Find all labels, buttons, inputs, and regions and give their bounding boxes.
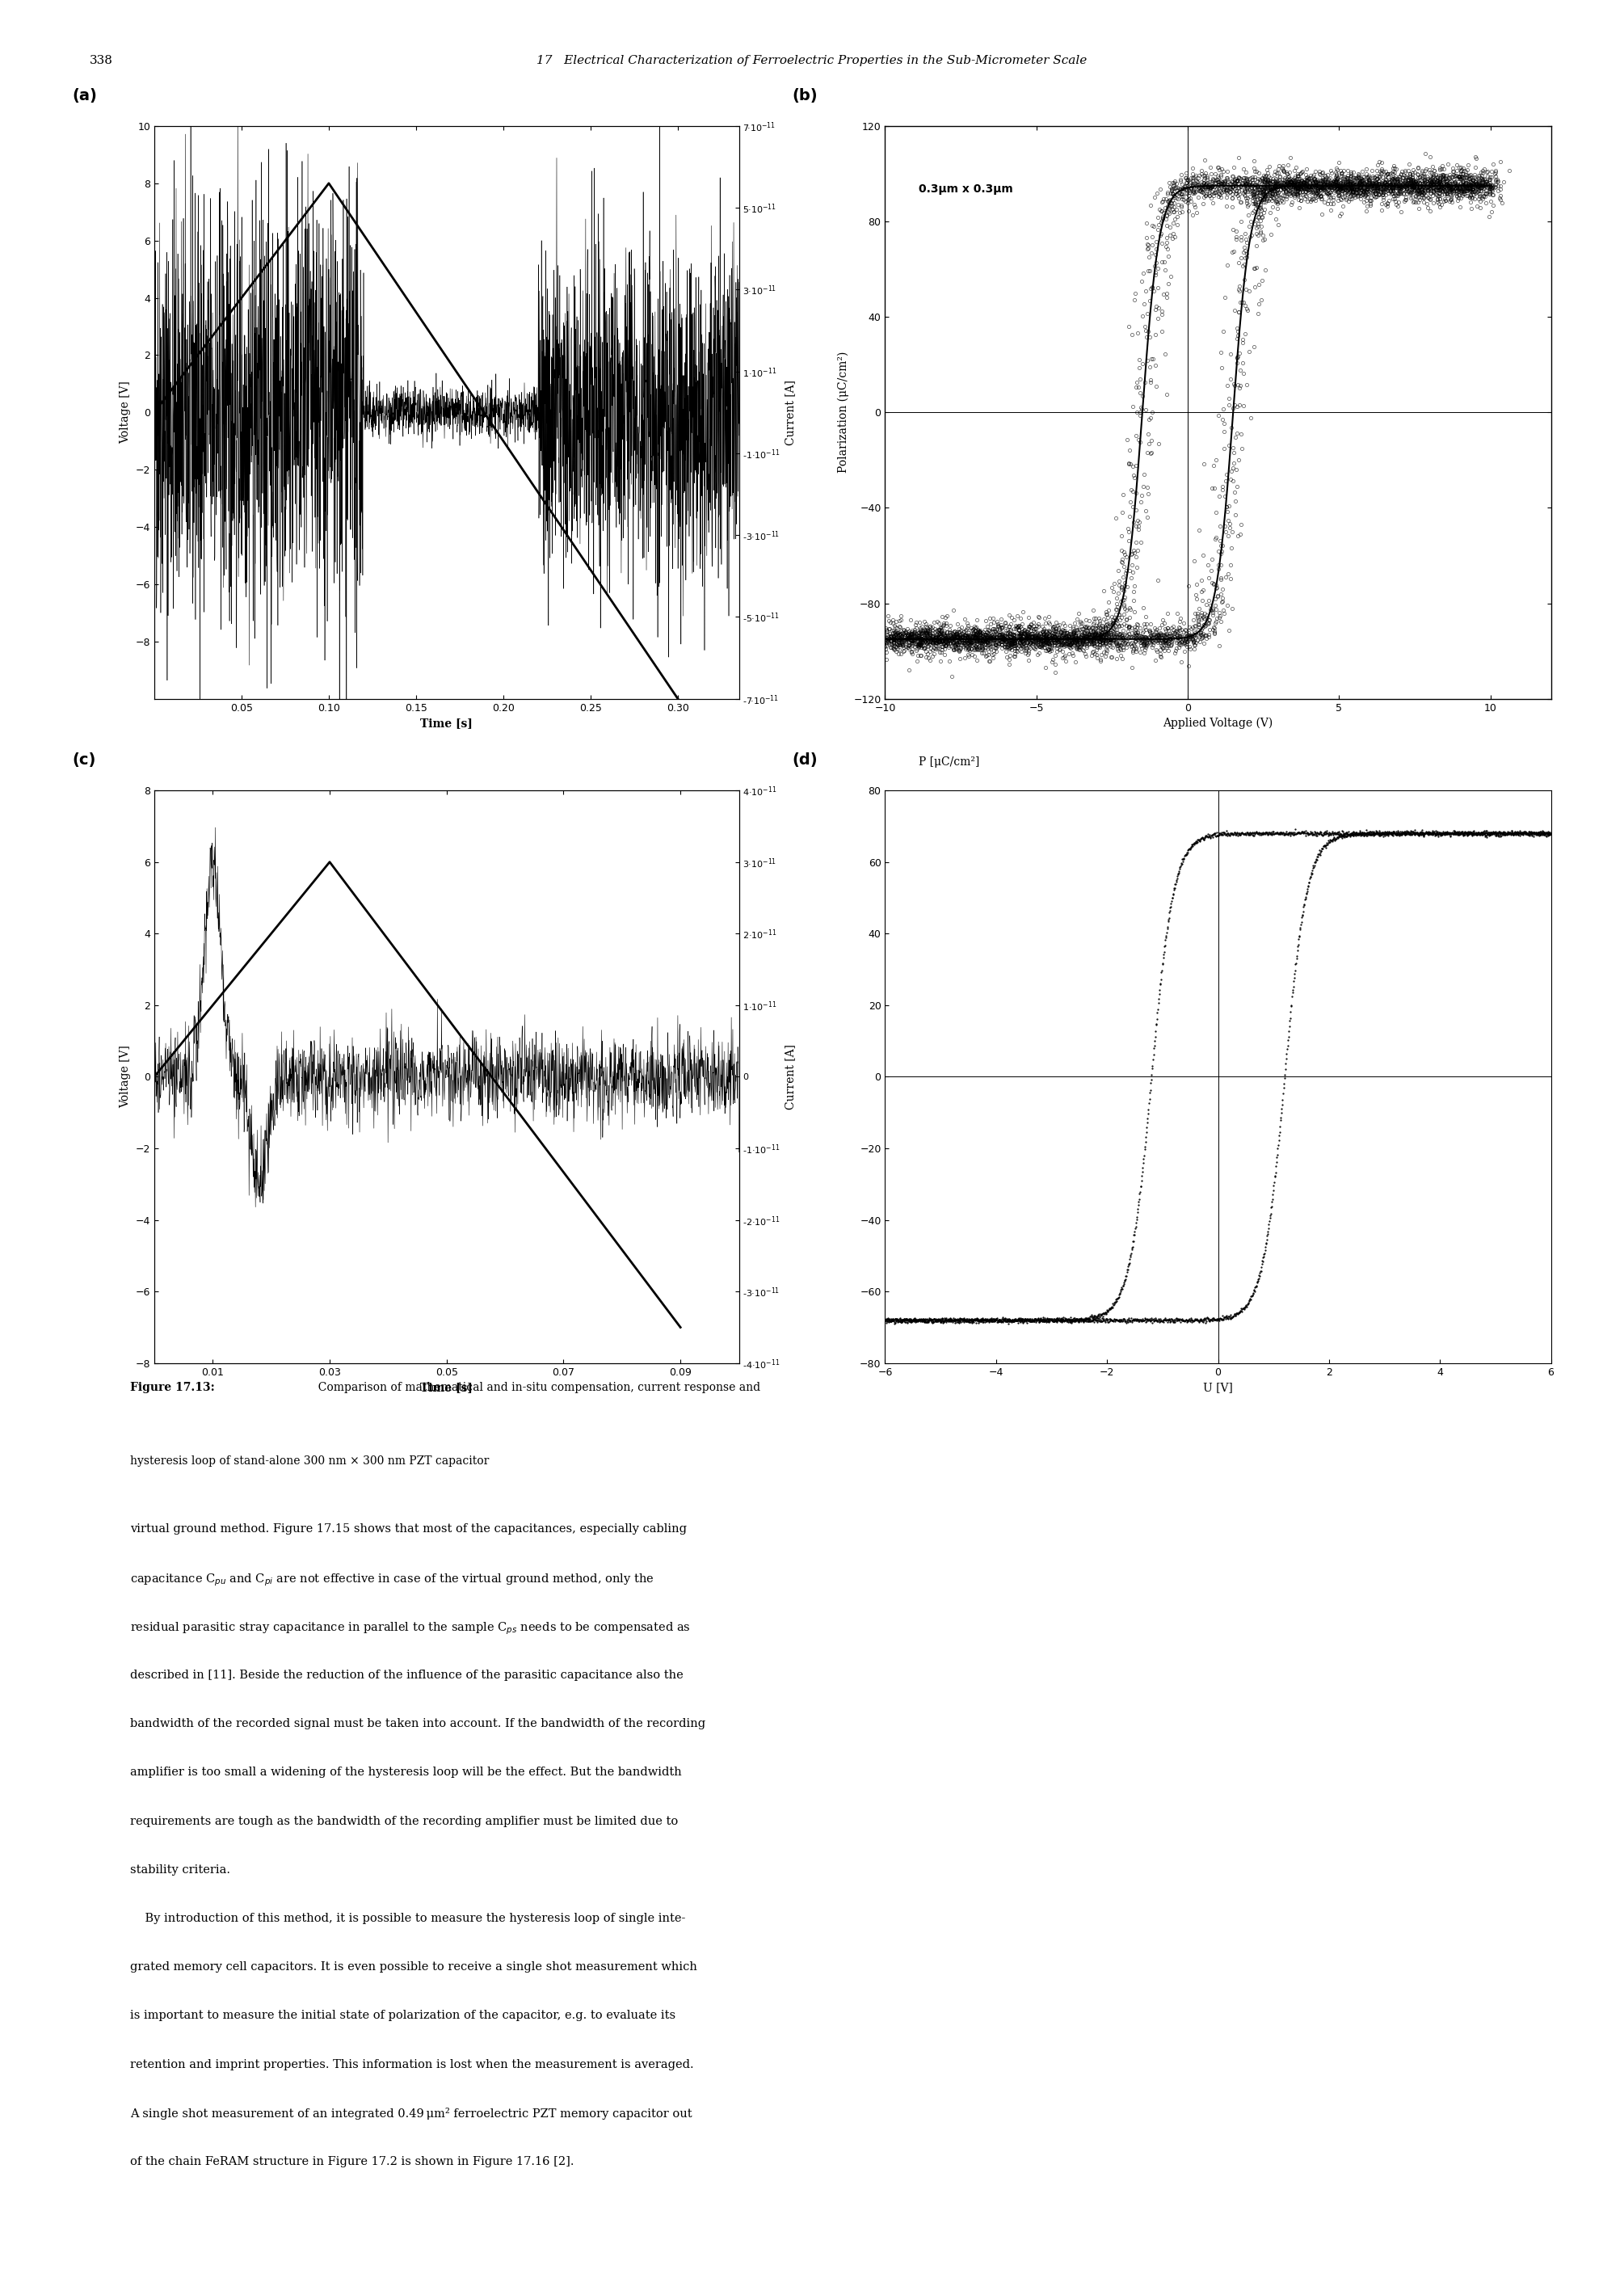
Text: grated memory cell capacitors. It is even possible to receive a single shot meas: grated memory cell capacitors. It is eve… xyxy=(130,1961,697,1973)
Text: is important to measure the initial state of polarization of the capacitor, e.g.: is important to measure the initial stat… xyxy=(130,2009,676,2021)
Text: hysteresis loop of stand-alone 300 nm × 300 nm PZT capacitor: hysteresis loop of stand-alone 300 nm × … xyxy=(130,1455,489,1466)
Y-axis label: Current [A]: Current [A] xyxy=(784,1045,796,1109)
Text: capacitance C$_{pu}$ and C$_{pi}$ are not effective in case of the virtual groun: capacitance C$_{pu}$ and C$_{pi}$ are no… xyxy=(130,1572,654,1588)
Y-axis label: Current [A]: Current [A] xyxy=(784,380,796,444)
Text: bandwidth of the recorded signal must be taken into account. If the bandwidth of: bandwidth of the recorded signal must be… xyxy=(130,1718,705,1730)
Text: A single shot measurement of an integrated 0.49 μm² ferroelectric PZT memory cap: A single shot measurement of an integrat… xyxy=(130,2108,692,2119)
Text: (a): (a) xyxy=(73,87,97,103)
Text: 17   Electrical Characterization of Ferroelectric Properties in the Sub-Micromet: 17 Electrical Characterization of Ferroe… xyxy=(538,55,1086,66)
Text: of the chain FeRAM structure in Figure 17.2 is shown in Figure 17.16 [2].: of the chain FeRAM structure in Figure 1… xyxy=(130,2156,573,2167)
Text: virtual ground method. Figure 17.15 shows that most of the capacitances, especia: virtual ground method. Figure 17.15 show… xyxy=(130,1524,687,1535)
Text: residual parasitic stray capacitance in parallel to the sample C$_{ps}$ needs to: residual parasitic stray capacitance in … xyxy=(130,1620,690,1636)
Text: (b): (b) xyxy=(793,87,817,103)
X-axis label: Applied Voltage (V): Applied Voltage (V) xyxy=(1163,717,1273,729)
X-axis label: Time [s]: Time [s] xyxy=(421,717,473,729)
Text: Figure 17.13:: Figure 17.13: xyxy=(130,1381,214,1393)
Text: requirements are tough as the bandwidth of the recording amplifier must be limit: requirements are tough as the bandwidth … xyxy=(130,1814,677,1826)
Text: amplifier is too small a widening of the hysteresis loop will be the effect. But: amplifier is too small a widening of the… xyxy=(130,1766,682,1778)
Y-axis label: Voltage [V]: Voltage [V] xyxy=(120,1045,132,1109)
Text: (c): (c) xyxy=(73,751,96,767)
Text: (d): (d) xyxy=(793,751,817,767)
Text: retention and imprint properties. This information is lost when the measurement : retention and imprint properties. This i… xyxy=(130,2060,693,2071)
Text: described in [11]. Beside the reduction of the influence of the parasitic capaci: described in [11]. Beside the reduction … xyxy=(130,1670,684,1682)
Text: 0.3μm x 0.3μm: 0.3μm x 0.3μm xyxy=(919,183,1013,195)
Text: 338: 338 xyxy=(89,55,112,66)
Y-axis label: Polarization (μC/cm²): Polarization (μC/cm²) xyxy=(838,351,849,474)
Y-axis label: Voltage [V]: Voltage [V] xyxy=(120,380,132,444)
Text: Comparison of mathematical and in-situ compensation, current response and: Comparison of mathematical and in-situ c… xyxy=(312,1381,760,1393)
Text: stability criteria.: stability criteria. xyxy=(130,1865,231,1876)
X-axis label: Time [s]: Time [s] xyxy=(421,1381,473,1393)
Text: By introduction of this method, it is possible to measure the hysteresis loop of: By introduction of this method, it is po… xyxy=(130,1913,685,1924)
Text: P [μC/cm²]: P [μC/cm²] xyxy=(919,756,979,767)
X-axis label: U [V]: U [V] xyxy=(1203,1381,1233,1393)
